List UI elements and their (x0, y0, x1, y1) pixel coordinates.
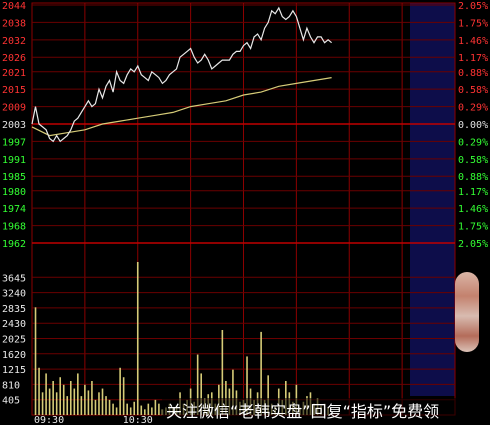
blurred-avatar (455, 272, 479, 352)
percent-tick-label: 0.29% (458, 137, 488, 148)
price-tick-label: 1968 (2, 222, 26, 233)
time-axis: 09:30 10:30 (34, 415, 153, 425)
price-tick-label: 2003 (2, 120, 26, 131)
percent-tick-label: 0.58% (458, 155, 488, 166)
percent-axis-right: 2.05% 1.75% 1.46% 1.17% 0.88% 0.58% 0.29% 0.00%… (458, 1, 488, 250)
volume-tick-label: 810 (2, 380, 20, 391)
price-tick-label: 1991 (2, 155, 26, 166)
percent-tick-label: 2.05% (458, 239, 488, 250)
price-tick-label: 1974 (2, 204, 26, 215)
percent-tick-label: 0.29% (458, 103, 488, 114)
volume-tick-label: 405 (2, 396, 20, 407)
price-tick-label: 2044 (2, 1, 26, 12)
volume-tick-label: 3645 (2, 273, 26, 284)
average-price-line (31, 77, 332, 137)
price-tick-label: 2032 (2, 36, 26, 47)
percent-tick-label: 0.00% (458, 120, 488, 131)
price-tick-label: 1980 (2, 187, 26, 198)
price-tick-label: 2009 (2, 103, 26, 114)
percent-tick-label: 0.88% (458, 68, 488, 79)
percent-tick-label: 0.58% (458, 85, 488, 96)
promo-caption-text: 关注微信“老韩实盘”回复“指标”免费领 (166, 402, 440, 421)
time-tick-label: 10:30 (123, 415, 153, 425)
grid (31, 2, 456, 416)
percent-tick-label: 1.17% (458, 187, 488, 198)
percent-tick-label: 2.05% (458, 1, 488, 12)
price-tick-label: 2026 (2, 53, 26, 64)
percent-tick-label: 0.88% (458, 172, 488, 183)
percent-tick-label: 1.75% (458, 18, 488, 29)
price-tick-label: 2015 (2, 85, 26, 96)
price-tick-label: 2021 (2, 68, 26, 79)
price-tick-label: 1962 (2, 239, 26, 250)
percent-tick-label: 1.17% (458, 53, 488, 64)
volume-tick-label: 2025 (2, 335, 26, 346)
percent-tick-label: 1.75% (458, 222, 488, 233)
volume-tick-label: 1215 (2, 365, 26, 376)
price-tick-label: 1997 (2, 137, 26, 148)
volume-tick-label: 1620 (2, 350, 26, 361)
percent-tick-label: 1.46% (458, 36, 488, 47)
future-zone (410, 3, 455, 396)
price-tick-label: 1985 (2, 172, 26, 183)
price-line (31, 6, 332, 143)
price-lines (31, 6, 332, 143)
price-tick-label: 2038 (2, 18, 26, 29)
volume-tick-label: 2835 (2, 304, 26, 315)
volume-axis: 3645 3240 2835 2430 2025 1620 1215 810 405 (2, 273, 26, 406)
time-tick-label: 09:30 (34, 415, 64, 425)
percent-tick-label: 1.46% (458, 204, 488, 215)
volume-tick-label: 2430 (2, 319, 26, 330)
price-axis-left: 2044 2038 2032 2026 2021 2015 2009 2003 1997 1991… (2, 1, 26, 250)
promo-caption: 关注微信“老韩实盘”回复“指标”免费领 (162, 398, 490, 425)
volume-tick-label: 3240 (2, 289, 26, 300)
